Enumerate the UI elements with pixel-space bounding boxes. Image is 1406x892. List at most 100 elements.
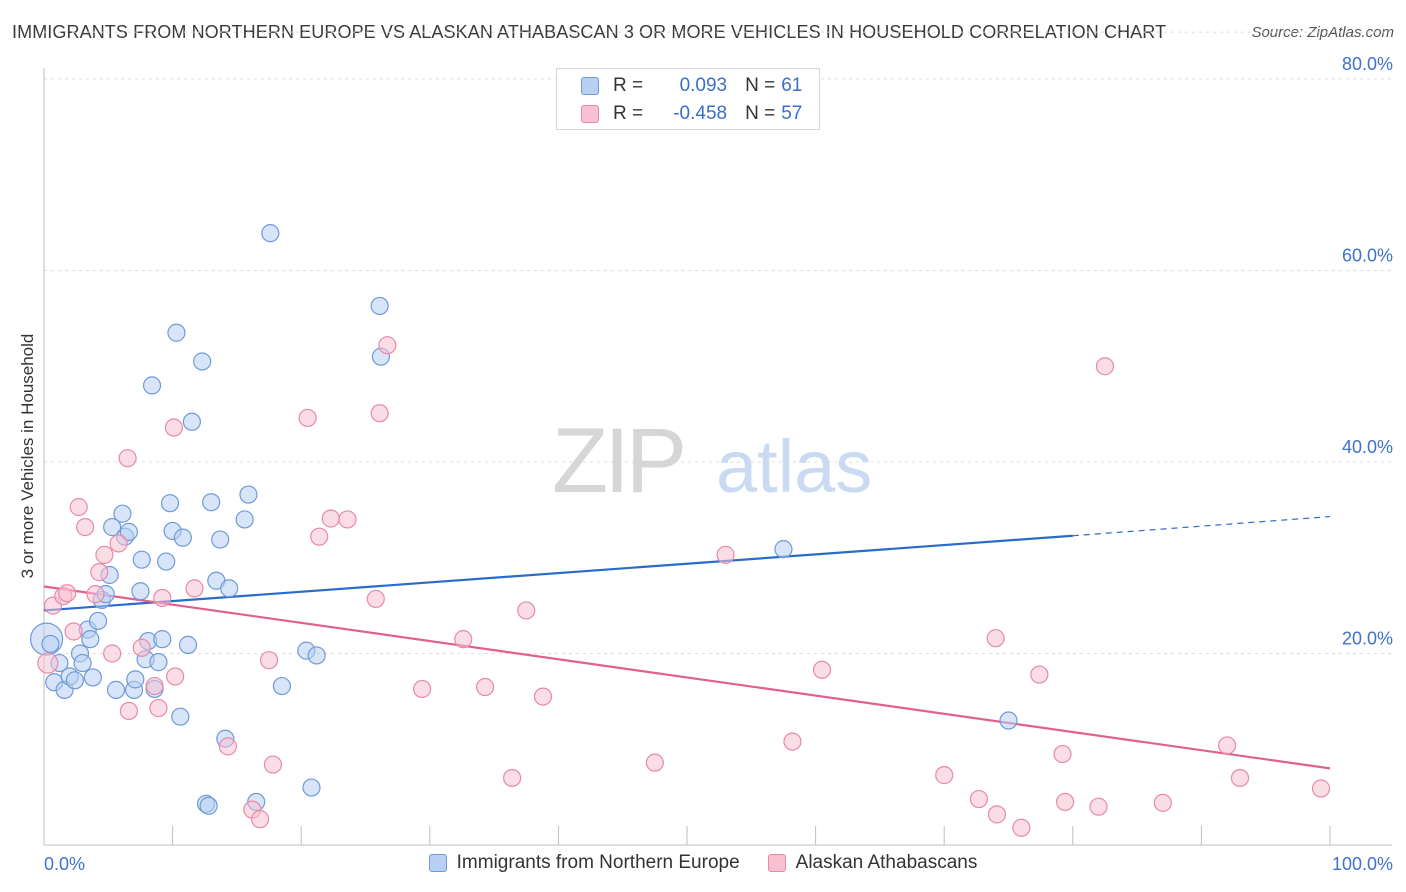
- point-athabascan: [118, 449, 137, 468]
- tick-labels: 20.0% 40.0% 60.0% 80.0% 0.0% 100.0%: [44, 54, 1393, 874]
- point-athabascan: [1030, 665, 1049, 684]
- point-athabascan: [533, 687, 553, 706]
- point-northern-europe: [220, 579, 239, 598]
- point-northern-europe: [199, 796, 218, 815]
- point-athabascan: [76, 518, 95, 537]
- legend-n-label: N =: [745, 103, 776, 124]
- point-northern-europe: [157, 552, 176, 571]
- point-athabascan: [58, 584, 77, 603]
- legend-item-athabascan[interactable]: Alaskan Athabascans: [767, 852, 978, 874]
- legend-r-value: 0.093: [679, 75, 728, 96]
- point-athabascan: [475, 677, 495, 697]
- point-northern-europe: [126, 670, 145, 689]
- series-legend: Immigrants from Northern Europe Alaskan …: [0, 852, 1406, 874]
- legend-swatch-blue: [581, 77, 599, 95]
- point-northern-europe: [235, 510, 254, 529]
- legend-label: Immigrants from Northern Europe: [456, 852, 740, 873]
- point-athabascan: [1311, 779, 1331, 798]
- point-athabascan: [1055, 792, 1075, 812]
- legend-item-northern-europe[interactable]: Immigrants from Northern Europe: [428, 852, 740, 874]
- point-athabascan: [517, 601, 536, 620]
- point-athabascan: [987, 805, 1007, 824]
- point-northern-europe: [106, 680, 126, 699]
- point-northern-europe: [182, 412, 201, 431]
- point-athabascan: [95, 545, 114, 564]
- point-athabascan: [1089, 797, 1108, 816]
- source-label: Source: ZipAtlas.com: [1251, 24, 1394, 41]
- point-athabascan: [64, 622, 83, 641]
- point-athabascan: [263, 755, 283, 774]
- point-northern-europe: [119, 522, 138, 541]
- point-athabascan: [103, 644, 122, 663]
- watermark-zip: ZIP: [552, 410, 683, 512]
- point-athabascan: [218, 737, 237, 756]
- point-athabascan: [109, 534, 128, 553]
- watermark-atlas: atlas: [716, 425, 872, 508]
- point-northern-europe: [113, 504, 132, 523]
- point-athabascan: [645, 753, 664, 772]
- legend-swatch-pink: [767, 854, 786, 872]
- point-northern-europe: [142, 376, 162, 395]
- legend-n-label: N =: [745, 75, 776, 96]
- point-northern-europe: [211, 530, 230, 549]
- point-athabascan: [783, 732, 802, 751]
- trendlines: [43, 515, 1331, 770]
- point-northern-europe: [239, 485, 258, 504]
- point-athabascan: [321, 509, 340, 528]
- point-northern-europe: [173, 528, 192, 547]
- legend-r-label: R =: [613, 75, 644, 96]
- point-athabascan: [145, 676, 164, 696]
- watermark: ZIP atlas: [552, 410, 872, 512]
- stats-legend: R = 0.093 N = 61 R = -0.458 N = 57: [556, 68, 820, 130]
- point-northern-europe: [307, 646, 326, 665]
- point-athabascan: [149, 698, 168, 718]
- point-northern-europe: [131, 582, 150, 601]
- point-northern-europe: [149, 653, 168, 672]
- point-northern-europe: [73, 653, 92, 673]
- axes: [43, 68, 1392, 846]
- y-tick-label: 60.0%: [1342, 246, 1393, 266]
- point-athabascan: [164, 418, 183, 437]
- point-athabascan: [1230, 768, 1250, 788]
- trendline-northern-europe: [43, 534, 1073, 612]
- point-athabascan: [250, 810, 270, 829]
- point-athabascan: [1012, 818, 1031, 837]
- x-tick-label: 100.0%: [1332, 854, 1393, 874]
- point-northern-europe: [167, 323, 186, 342]
- point-athabascan: [716, 545, 735, 564]
- legend-row-northern-europe: R = 0.093 N = 61: [581, 73, 802, 99]
- point-athabascan: [935, 766, 954, 785]
- point-athabascan: [1053, 744, 1072, 764]
- legend-label: Alaskan Athabascans: [795, 852, 978, 873]
- point-athabascan: [132, 638, 151, 657]
- point-athabascan: [185, 579, 204, 598]
- data-points: [29, 224, 1331, 837]
- point-athabascan: [1095, 357, 1115, 376]
- point-athabascan: [986, 629, 1005, 648]
- x-tick-label: 0.0%: [44, 854, 85, 874]
- point-athabascan: [366, 589, 385, 609]
- legend-row-athabascan: R = -0.458 N = 57: [581, 101, 802, 127]
- point-athabascan: [503, 768, 522, 788]
- point-northern-europe: [302, 778, 321, 797]
- point-athabascan: [69, 497, 88, 517]
- point-northern-europe: [132, 550, 151, 569]
- point-athabascan: [812, 660, 832, 679]
- point-athabascan: [298, 408, 317, 428]
- point-northern-europe: [171, 707, 190, 726]
- point-athabascan: [166, 667, 185, 686]
- trendline-northern-europe-extension: [1072, 515, 1331, 537]
- legend-r-label: R =: [613, 103, 644, 124]
- y-tick-label: 20.0%: [1342, 629, 1393, 649]
- legend-r-value: -0.458: [673, 103, 728, 124]
- point-northern-europe: [272, 676, 292, 696]
- point-northern-europe: [178, 635, 198, 654]
- legend-swatch-pink: [581, 105, 599, 123]
- point-athabascan: [37, 652, 59, 674]
- point-northern-europe: [41, 634, 60, 654]
- point-northern-europe: [202, 493, 221, 512]
- point-athabascan: [454, 630, 473, 649]
- point-athabascan: [153, 588, 172, 608]
- point-athabascan: [86, 585, 105, 604]
